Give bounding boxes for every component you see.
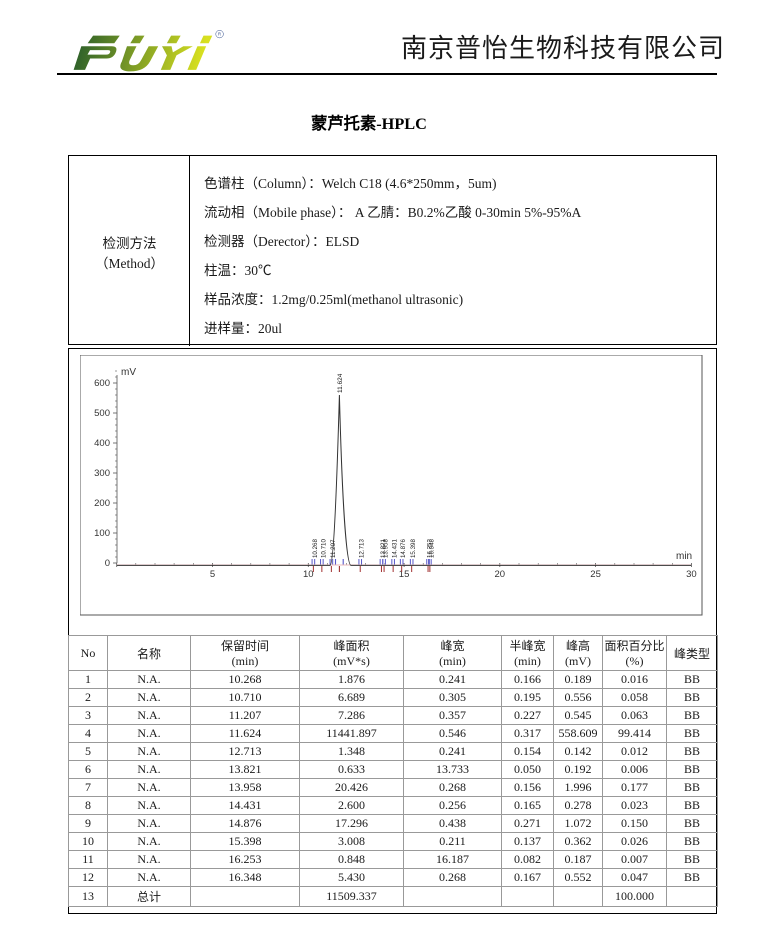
svg-text:5: 5 xyxy=(210,569,215,580)
svg-text:11.624: 11.624 xyxy=(337,373,344,393)
svg-text:10.268: 10.268 xyxy=(312,539,319,558)
svg-text:15.398: 15.398 xyxy=(410,539,417,558)
svg-text:300: 300 xyxy=(94,468,110,479)
svg-text:R: R xyxy=(218,32,221,37)
svg-text:10.710: 10.710 xyxy=(320,539,327,558)
svg-text:30: 30 xyxy=(686,569,697,580)
svg-text:600: 600 xyxy=(94,378,110,389)
svg-text:16.348: 16.348 xyxy=(428,539,435,558)
svg-text:14.876: 14.876 xyxy=(400,539,407,558)
svg-text:200: 200 xyxy=(94,498,110,509)
svg-text:mV: mV xyxy=(121,367,136,378)
svg-text:14.431: 14.431 xyxy=(392,539,399,558)
svg-text:500: 500 xyxy=(94,408,110,419)
svg-text:0: 0 xyxy=(105,558,110,569)
svg-text:100: 100 xyxy=(94,528,110,539)
svg-text:15: 15 xyxy=(399,569,410,580)
svg-text:20: 20 xyxy=(495,569,506,580)
svg-text:13.958: 13.958 xyxy=(383,539,390,558)
svg-text:min: min xyxy=(676,551,692,562)
svg-text:25: 25 xyxy=(590,569,601,580)
svg-text:400: 400 xyxy=(94,438,110,449)
svg-text:12.713: 12.713 xyxy=(359,539,366,558)
svg-text:10: 10 xyxy=(303,569,314,580)
